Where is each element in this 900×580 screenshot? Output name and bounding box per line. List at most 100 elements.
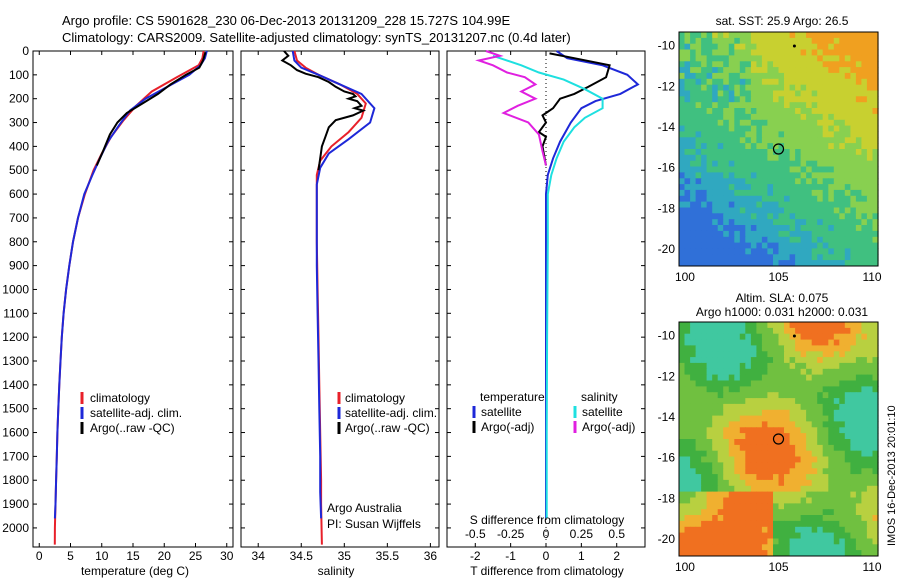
reference-dot	[792, 44, 796, 48]
map-cell	[833, 143, 840, 150]
map-cell	[789, 339, 796, 346]
map-cell	[861, 131, 868, 138]
map-cell	[756, 427, 763, 434]
map-cell	[717, 149, 724, 156]
map-cell	[756, 108, 763, 115]
map-cell	[844, 427, 851, 434]
map-cell	[800, 503, 807, 510]
map-cell	[855, 444, 862, 452]
map-cell	[839, 503, 846, 510]
map-cell	[679, 532, 686, 539]
map-cell	[717, 213, 724, 220]
map-cell	[734, 474, 741, 481]
map-cell	[767, 184, 774, 191]
map-cell	[789, 149, 796, 156]
map-cell	[739, 189, 746, 197]
map-cell	[828, 479, 835, 487]
map-cell	[844, 55, 851, 62]
map-cell	[756, 37, 763, 45]
map-cell	[745, 143, 752, 150]
map-cell	[795, 72, 802, 80]
map-cell	[695, 322, 702, 329]
map-cell	[850, 339, 857, 346]
map-cell	[767, 509, 774, 516]
map-cell	[839, 532, 846, 539]
map-cell	[773, 322, 780, 329]
map-cell	[712, 125, 719, 132]
map-cell	[734, 439, 741, 446]
map-cell	[750, 520, 757, 528]
map-cell	[734, 427, 741, 434]
map-cell	[861, 392, 868, 399]
map-cell	[690, 485, 697, 493]
map-cell	[745, 433, 752, 440]
map-cell	[717, 166, 724, 173]
map-cell	[844, 444, 851, 452]
map-cell	[800, 485, 807, 493]
map-cell	[828, 160, 835, 168]
map-cell	[855, 96, 862, 103]
map-cell	[833, 503, 840, 510]
map-cell	[701, 108, 708, 115]
map-cell	[872, 386, 879, 393]
map-cell	[850, 509, 857, 516]
map-cell	[795, 96, 802, 103]
map-cell	[844, 67, 851, 74]
map-cell	[690, 386, 697, 393]
map-cell	[806, 143, 813, 150]
map-cell	[684, 125, 691, 132]
map-cell	[855, 515, 862, 522]
map-cell	[717, 242, 724, 249]
map-cell	[756, 189, 763, 197]
map-cell	[839, 37, 846, 45]
map-cell	[811, 84, 818, 92]
y-tick-label: 1500	[2, 402, 29, 416]
map-cell	[784, 479, 791, 487]
map-cell	[817, 84, 824, 92]
map-cell	[712, 213, 719, 220]
map-cell	[712, 415, 719, 422]
map-cell	[822, 131, 829, 138]
map-cell	[817, 520, 824, 528]
map-cell	[855, 374, 862, 381]
map-cell	[778, 225, 785, 232]
map-cell	[679, 49, 686, 56]
map-cell	[872, 113, 879, 121]
x-tick-label: 35.5	[376, 549, 400, 563]
y-tick-label: 2000	[2, 521, 29, 535]
map-cell	[761, 178, 768, 185]
map-cell	[706, 357, 713, 364]
map-cell	[866, 172, 873, 179]
map-cell	[761, 421, 768, 428]
map-cell	[684, 55, 691, 62]
map-cell	[739, 32, 746, 39]
map-cell	[750, 96, 757, 103]
map-cell	[679, 333, 686, 341]
map-cell	[723, 398, 730, 405]
map-cell	[795, 333, 802, 341]
map-cell	[734, 242, 741, 249]
map-cell	[784, 368, 791, 376]
map-cell	[684, 72, 691, 80]
map-cell	[833, 125, 840, 132]
map-cell	[850, 43, 857, 51]
map-cell	[745, 409, 752, 417]
map-cell	[690, 444, 697, 452]
map-cell	[690, 55, 697, 62]
map-cell	[701, 137, 708, 144]
map-cell	[861, 219, 868, 226]
map-cell	[745, 526, 752, 534]
map-cell	[872, 248, 879, 255]
map-cell	[800, 230, 807, 238]
map-cell	[784, 49, 791, 56]
map-cell	[811, 357, 818, 364]
map-cell	[701, 462, 708, 469]
map-cell	[745, 219, 752, 226]
map-cell	[756, 515, 763, 522]
map-cell	[679, 201, 686, 208]
map-cell	[723, 49, 730, 56]
map-cell	[728, 485, 735, 493]
map-cell	[850, 178, 857, 185]
map-cell	[811, 520, 818, 528]
map-cell	[706, 485, 713, 493]
